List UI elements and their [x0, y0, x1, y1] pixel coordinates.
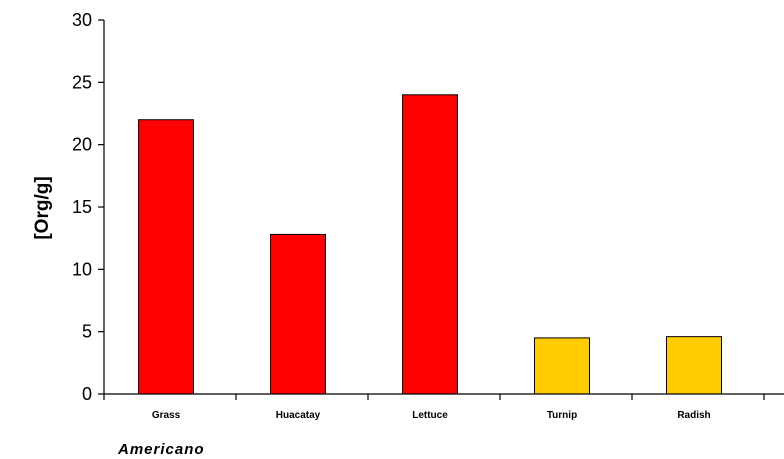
y-axis-ticks: 0 5 10 15 20 25 30: [72, 10, 104, 404]
x-tick-label: Grass: [152, 410, 181, 421]
y-tick-label: 30: [72, 10, 92, 30]
y-tick-label: 0: [82, 384, 92, 404]
footnote-label: Americano: [117, 441, 205, 458]
bar-grass: [138, 119, 194, 395]
bar-turnip: [534, 337, 590, 395]
x-tick-label: Radish: [677, 410, 710, 421]
x-axis-ticks: Grass Huacatay Lettuce Turnip Radish: [103, 394, 765, 421]
y-tick-label: 20: [72, 135, 92, 155]
x-tick-label: Huacatay: [276, 410, 321, 421]
bars: [138, 94, 722, 395]
y-axis-label: [Org/g]: [32, 176, 53, 239]
y-tick-label: 25: [72, 72, 92, 92]
y-tick-label: 5: [82, 322, 92, 342]
x-tick-label: Turnip: [547, 410, 577, 421]
y-tick-label: 10: [72, 259, 92, 279]
x-tick-label: Lettuce: [412, 410, 448, 421]
bar-lettuce: [402, 94, 458, 395]
bar-radish: [666, 336, 722, 395]
y-tick-label: 15: [72, 197, 92, 217]
bar-huacatay: [270, 233, 326, 395]
